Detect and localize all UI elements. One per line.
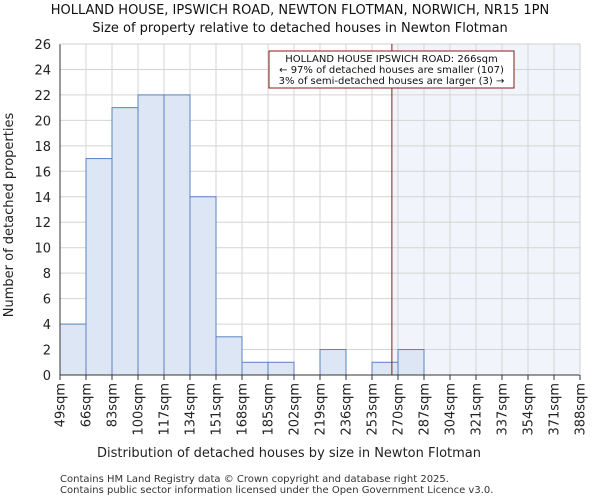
annotation-line-3: 3% of semi-detached houses are larger (3… [279,76,505,87]
y-tick-label: 8 [43,267,51,282]
histogram-bar [215,336,243,376]
y-tick-label: 22 [34,89,51,104]
histogram-bar [241,361,269,376]
x-tick-label: 304sqm [444,383,459,436]
histogram-bar [59,323,87,376]
x-tick-label: 83sqm [106,383,121,427]
y-tick-label: 18 [34,140,51,155]
x-tick-label: 151sqm [210,383,225,436]
y-tick-label: 2 [43,344,51,359]
y-axis-title: Number of detached properties [2,113,17,318]
x-tick-label: 287sqm [418,383,433,436]
y-tick-label: 16 [34,165,51,180]
x-tick-label: 49sqm [54,383,69,427]
x-tick-label: 202sqm [288,383,303,436]
x-tick-label: 185sqm [262,383,277,436]
x-tick-label: 253sqm [366,383,381,436]
x-tick-label: 66sqm [80,383,95,427]
highlight-region [391,44,580,375]
histogram-bar [267,361,295,376]
x-tick-labels: 49sqm 66sqm 83sqm 100sqm 117sqm 134sqm 151sqm 1… [54,383,589,436]
histogram-bar [85,158,113,376]
x-tick-label: 270sqm [392,383,407,436]
y-tick-label: 4 [43,318,51,333]
annotation-border [268,50,515,89]
x-tick-label: 100sqm [132,383,147,436]
histogram-bar [371,361,399,376]
y-tick-label: 12 [34,216,51,231]
x-tick-label: 168sqm [236,383,251,436]
y-tick-label: 6 [43,293,51,308]
x-tick-label: 388sqm [574,383,589,436]
bars [59,94,425,376]
y-tick-label: 24 [34,63,51,78]
x-tick-label: 134sqm [184,383,199,436]
histogram-bar [189,196,217,376]
y-tick-label: 20 [34,114,51,129]
annotation-line-1: HOLLAND HOUSE IPSWICH ROAD: 266sqm [285,54,497,65]
histogram-bar [397,349,425,376]
plot-background [391,44,580,375]
histogram-bar [163,94,191,376]
annotation-line-2: ← 97% of detached houses are smaller (10… [279,65,504,76]
x-tick-label: 337sqm [496,383,511,436]
annotation-box: HOLLAND HOUSE IPSWICH ROAD: 266sqm ← 97%… [268,50,515,89]
y-tick-label: 14 [34,191,51,206]
y-tick-label: 0 [43,369,51,384]
x-tick-label: 371sqm [548,383,563,436]
histogram-bar [111,107,139,376]
histogram-bar [137,94,165,376]
x-tick-label: 321sqm [470,383,485,436]
x-tick-label: 117sqm [158,383,173,436]
x-tick-label: 354sqm [522,383,537,436]
chart-title: HOLLAND HOUSE, IPSWICH ROAD, NEWTON FLOT… [51,3,550,18]
x-tick-label: 236sqm [340,383,355,436]
footer-line-1: Contains HM Land Registry data © Crown c… [60,474,449,485]
axes [59,43,581,380]
x-tick-label: 219sqm [314,383,329,436]
x-axis-title: Distribution of detached houses by size … [97,446,481,461]
footer-line-2: Contains public sector information licen… [60,485,493,496]
histogram-bar [319,349,347,376]
y-tick-label: 10 [34,242,51,257]
y-tick-label: 26 [34,38,51,53]
chart-subtitle: Size of property relative to detached ho… [92,21,508,36]
